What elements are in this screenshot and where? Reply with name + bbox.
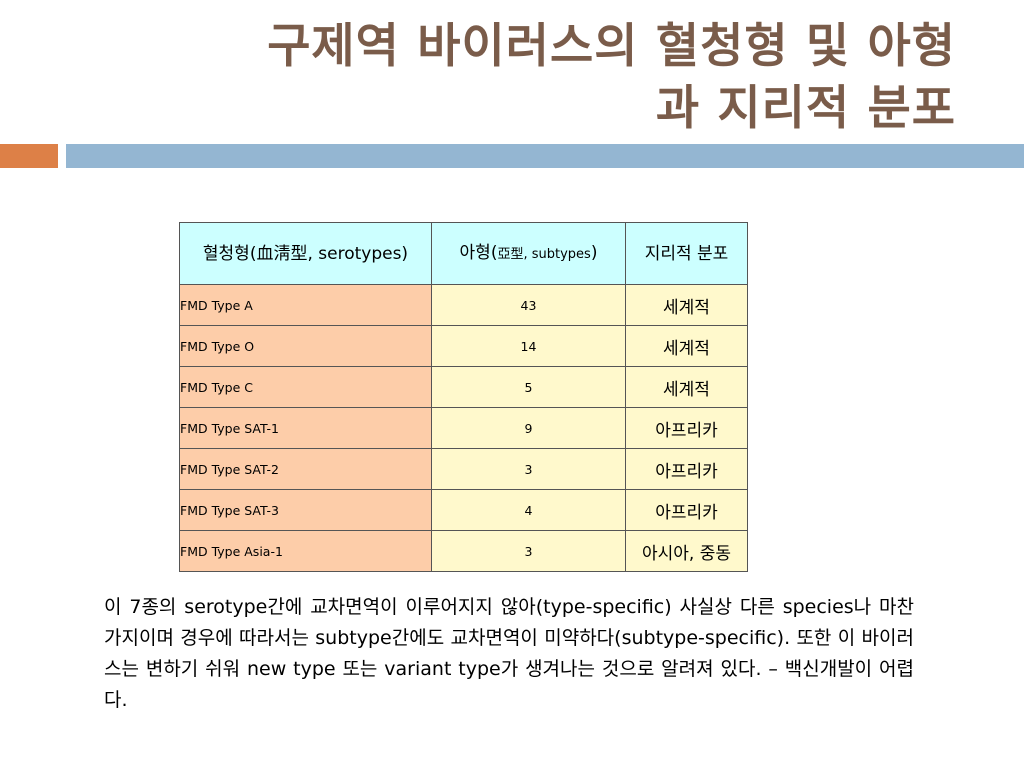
body-paragraph: 이 7종의 serotype간에 교차면역이 이루어지지 않아(type-spe… <box>104 596 914 711</box>
cell-serotype: FMD Type SAT-2 <box>179 448 432 490</box>
cell-subtype-count: 43 <box>431 284 626 326</box>
table-row: FMD Type O 14 세계적 <box>179 325 748 367</box>
cell-distribution: 아프리카 <box>625 489 748 531</box>
cell-subtype-count: 5 <box>431 366 626 408</box>
cell-serotype: FMD Type C <box>179 366 432 408</box>
cell-distribution: 아프리카 <box>625 448 748 490</box>
header-subtype-small: 亞型, subtypes <box>497 246 591 262</box>
cell-serotype: FMD Type SAT-3 <box>179 489 432 531</box>
cell-subtype-count: 3 <box>431 448 626 490</box>
cell-subtype-count: 4 <box>431 489 626 531</box>
cell-serotype: FMD Type Asia-1 <box>179 530 432 572</box>
cell-distribution: 세계적 <box>625 325 748 367</box>
table-row: FMD Type SAT-2 3 아프리카 <box>179 448 748 490</box>
table-row: FMD Type C 5 세계적 <box>179 366 748 408</box>
cell-distribution: 아시아, 중동 <box>625 530 748 572</box>
cell-serotype: FMD Type O <box>179 325 432 367</box>
slide-title-line1: 구제역 바이러스의 혈청형 및 아형 <box>267 19 956 74</box>
cell-serotype: FMD Type A <box>179 284 432 326</box>
cell-distribution: 세계적 <box>625 366 748 408</box>
header-distribution: 지리적 분포 <box>625 222 748 285</box>
header-serotype: 혈청형(血淸型, serotypes) <box>179 222 432 285</box>
table-row: FMD Type SAT-3 4 아프리카 <box>179 489 748 531</box>
slide-title-line2: 과 지리적 분포 <box>655 81 956 136</box>
header-subtype: 아형(亞型, subtypes) <box>431 222 626 285</box>
cell-subtype-count: 9 <box>431 407 626 449</box>
cell-serotype: FMD Type SAT-1 <box>179 407 432 449</box>
table-header-row: 혈청형(血淸型, serotypes) 아형(亞型, subtypes) 지리적… <box>179 222 748 285</box>
table-row: FMD Type A 43 세계적 <box>179 284 748 326</box>
slide-title: 구제역 바이러스의 혈청형 및 아형 과 지리적 분포 <box>56 16 956 140</box>
accent-bar-blue <box>66 144 1024 168</box>
cell-subtype-count: 14 <box>431 325 626 367</box>
cell-subtype-count: 3 <box>431 530 626 572</box>
header-subtype-main: 아형( <box>459 242 498 263</box>
serotype-table: 혈청형(血淸型, serotypes) 아형(亞型, subtypes) 지리적… <box>179 222 748 572</box>
header-subtype-close: ) <box>590 242 598 263</box>
cell-distribution: 아프리카 <box>625 407 748 449</box>
table-row: FMD Type Asia-1 3 아시아, 중동 <box>179 530 748 572</box>
table-row: FMD Type SAT-1 9 아프리카 <box>179 407 748 449</box>
cell-distribution: 세계적 <box>625 284 748 326</box>
accent-bar-orange <box>0 144 58 168</box>
